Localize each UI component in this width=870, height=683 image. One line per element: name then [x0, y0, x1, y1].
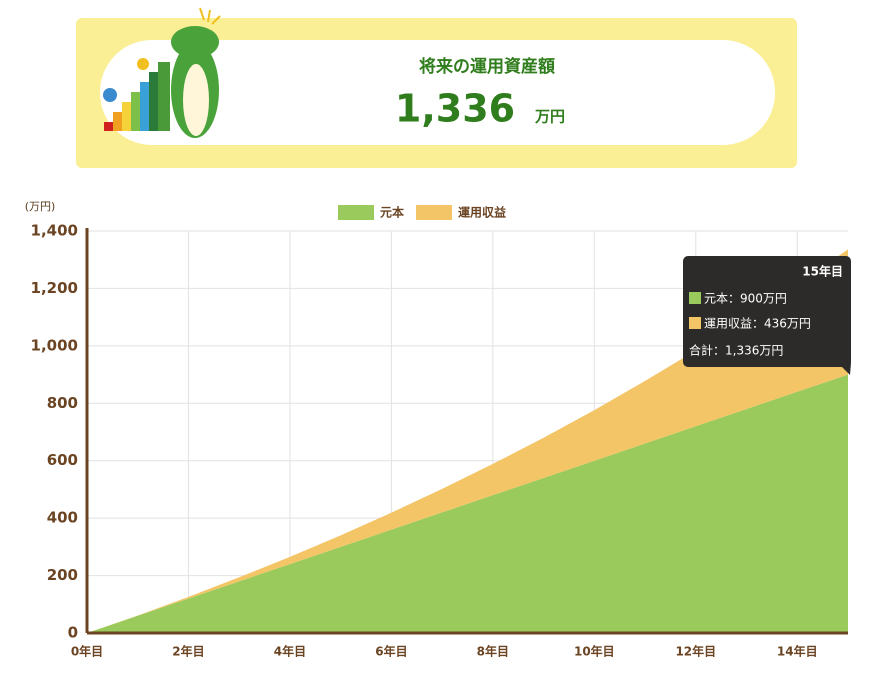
mascot	[103, 7, 221, 138]
x-tick-label: 4年目	[274, 644, 306, 659]
x-tick-label: 14年目	[777, 644, 818, 659]
y-tick-label: 0	[68, 624, 78, 642]
tooltip-swatch	[689, 317, 701, 329]
legend-label: 運用収益	[458, 205, 506, 220]
header-unit: 万円	[534, 108, 565, 126]
x-tick-label: 2年目	[172, 644, 204, 659]
tooltip: 15年目 元本：900万円 運用収益：436万円 合計：1,336万円	[683, 256, 851, 375]
header-title: 将来の運用資産額	[419, 56, 555, 77]
y-tick-label: 1,200	[31, 279, 78, 297]
tooltip-swatch	[689, 292, 701, 304]
x-tick-label: 12年目	[675, 644, 716, 659]
y-tick-label: 400	[47, 509, 78, 527]
header-amount: 1,336	[395, 87, 515, 131]
y-axis-label: (万円)	[25, 200, 56, 213]
tooltip-line: 元本：900万円	[704, 292, 787, 306]
tooltip-line: 運用収益：436万円	[704, 317, 811, 331]
x-tick-label: 6年目	[375, 644, 407, 659]
tooltip-title: 15年目	[802, 264, 843, 279]
x-tick-label: 8年目	[477, 644, 509, 659]
x-tick-label: 0年目	[71, 644, 103, 659]
plot: 0 200 400 600 800 1,000 1,200 1,400 0年目 2年目 4年目 6年目…	[31, 205, 848, 659]
y-tick-label: 200	[47, 566, 78, 584]
y-tick-label: 1,400	[31, 222, 78, 240]
header-pill	[100, 40, 775, 145]
legend-label: 元本	[380, 205, 404, 220]
x-tick-label: 10年目	[574, 644, 615, 659]
tooltip-line: 合計：1,336万円	[689, 343, 783, 358]
y-tick-label: 1,000	[31, 336, 78, 354]
area	[87, 374, 848, 633]
y-tick-label: 600	[47, 451, 78, 469]
y-tick-label: 800	[47, 394, 78, 412]
legend-swatch	[416, 205, 453, 220]
legend-swatch	[338, 205, 374, 220]
